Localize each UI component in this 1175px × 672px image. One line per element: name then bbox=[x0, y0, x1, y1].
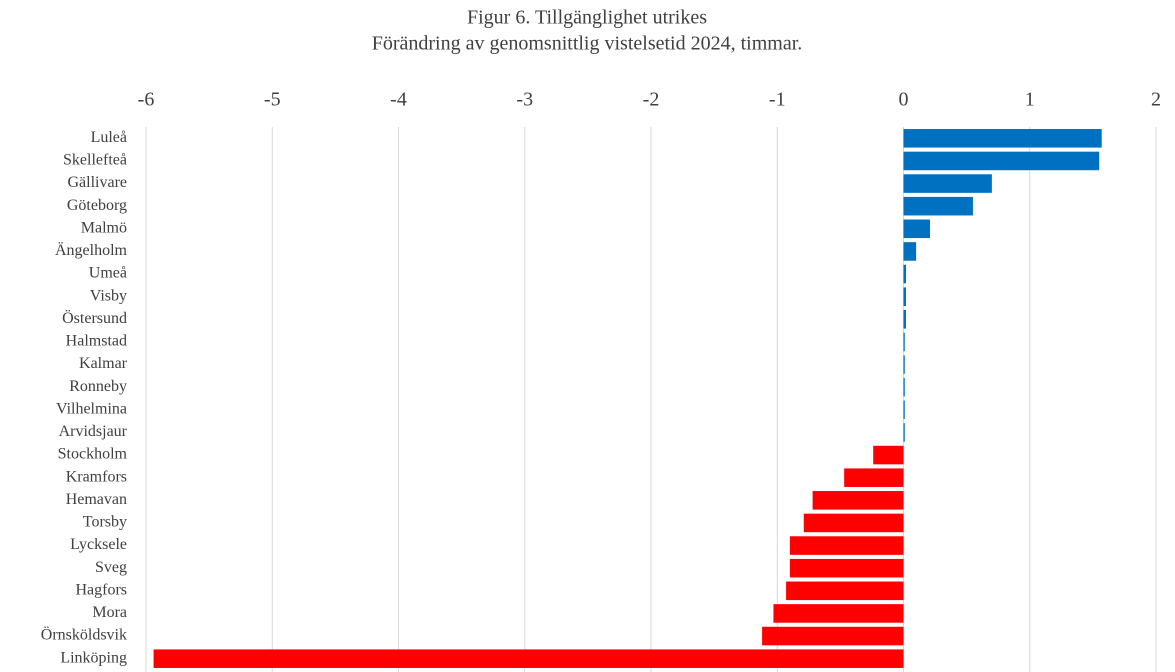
y-tick-label: Vilhelmina bbox=[56, 400, 127, 417]
y-tick-label: Ängelholm bbox=[55, 241, 128, 259]
bar bbox=[903, 423, 905, 442]
y-tick-label: Hemavan bbox=[66, 491, 127, 508]
x-tick-label: -1 bbox=[769, 89, 786, 111]
chart-title: Figur 6. Tillgänglighet utrikes bbox=[467, 7, 707, 29]
bar bbox=[903, 332, 905, 352]
y-tick-label: Hagfors bbox=[75, 581, 127, 598]
y-tick-label: Halmstad bbox=[66, 333, 127, 350]
bar bbox=[903, 287, 907, 306]
bar bbox=[903, 129, 1102, 148]
y-tick-label: Luleå bbox=[91, 129, 127, 146]
bar bbox=[903, 196, 973, 216]
x-tick-label: 1 bbox=[1025, 89, 1035, 111]
y-tick-label: Arvidsjaur bbox=[59, 423, 128, 440]
x-tick-label: -5 bbox=[264, 89, 281, 111]
y-tick-label: Sveg bbox=[95, 559, 127, 576]
bar bbox=[903, 174, 992, 193]
y-tick-label: Östersund bbox=[62, 309, 127, 327]
bar bbox=[812, 491, 904, 510]
bar bbox=[844, 468, 904, 487]
y-tick-label: Malmö bbox=[81, 219, 127, 236]
bar bbox=[903, 242, 917, 261]
bar bbox=[873, 445, 904, 465]
y-tick-label: Gällivare bbox=[67, 174, 127, 191]
x-tick-label: 0 bbox=[899, 89, 909, 111]
bar bbox=[903, 355, 905, 374]
y-tick-label: Stockholm bbox=[58, 446, 128, 463]
bar bbox=[903, 151, 1100, 171]
x-tick-label: 2 bbox=[1151, 89, 1161, 111]
bar bbox=[789, 536, 904, 555]
y-tick-label: Torsby bbox=[83, 514, 127, 531]
bar bbox=[789, 558, 904, 578]
bar bbox=[903, 400, 905, 420]
y-tick-label: Ronneby bbox=[69, 378, 127, 395]
x-tick-label: -2 bbox=[643, 89, 660, 111]
bar bbox=[903, 219, 931, 239]
y-tick-label: Örnsköldsvik bbox=[41, 626, 127, 644]
x-tick-label: -6 bbox=[138, 89, 155, 111]
x-tick-label: -3 bbox=[516, 89, 533, 111]
y-tick-label: Kramfors bbox=[66, 468, 127, 485]
bar bbox=[903, 264, 907, 284]
bar bbox=[773, 604, 904, 623]
bar bbox=[153, 649, 904, 668]
y-tick-label: Kalmar bbox=[79, 355, 128, 372]
bar bbox=[903, 310, 907, 329]
y-tick-label: Visby bbox=[90, 287, 127, 304]
y-tick-label: Mora bbox=[92, 604, 127, 621]
y-tick-label: Linköping bbox=[60, 649, 127, 666]
bar bbox=[762, 626, 904, 646]
y-tick-label: Skellefteå bbox=[63, 152, 127, 169]
y-tick-label: Göteborg bbox=[67, 197, 127, 214]
bar bbox=[803, 513, 904, 533]
bar bbox=[903, 377, 905, 397]
x-tick-label: -4 bbox=[390, 89, 407, 111]
chart-subtitle: Förändring av genomsnittlig vistelsetid … bbox=[372, 33, 803, 55]
bar bbox=[786, 581, 904, 601]
y-tick-label: Umeå bbox=[89, 265, 127, 282]
y-tick-label: Lycksele bbox=[70, 536, 127, 553]
